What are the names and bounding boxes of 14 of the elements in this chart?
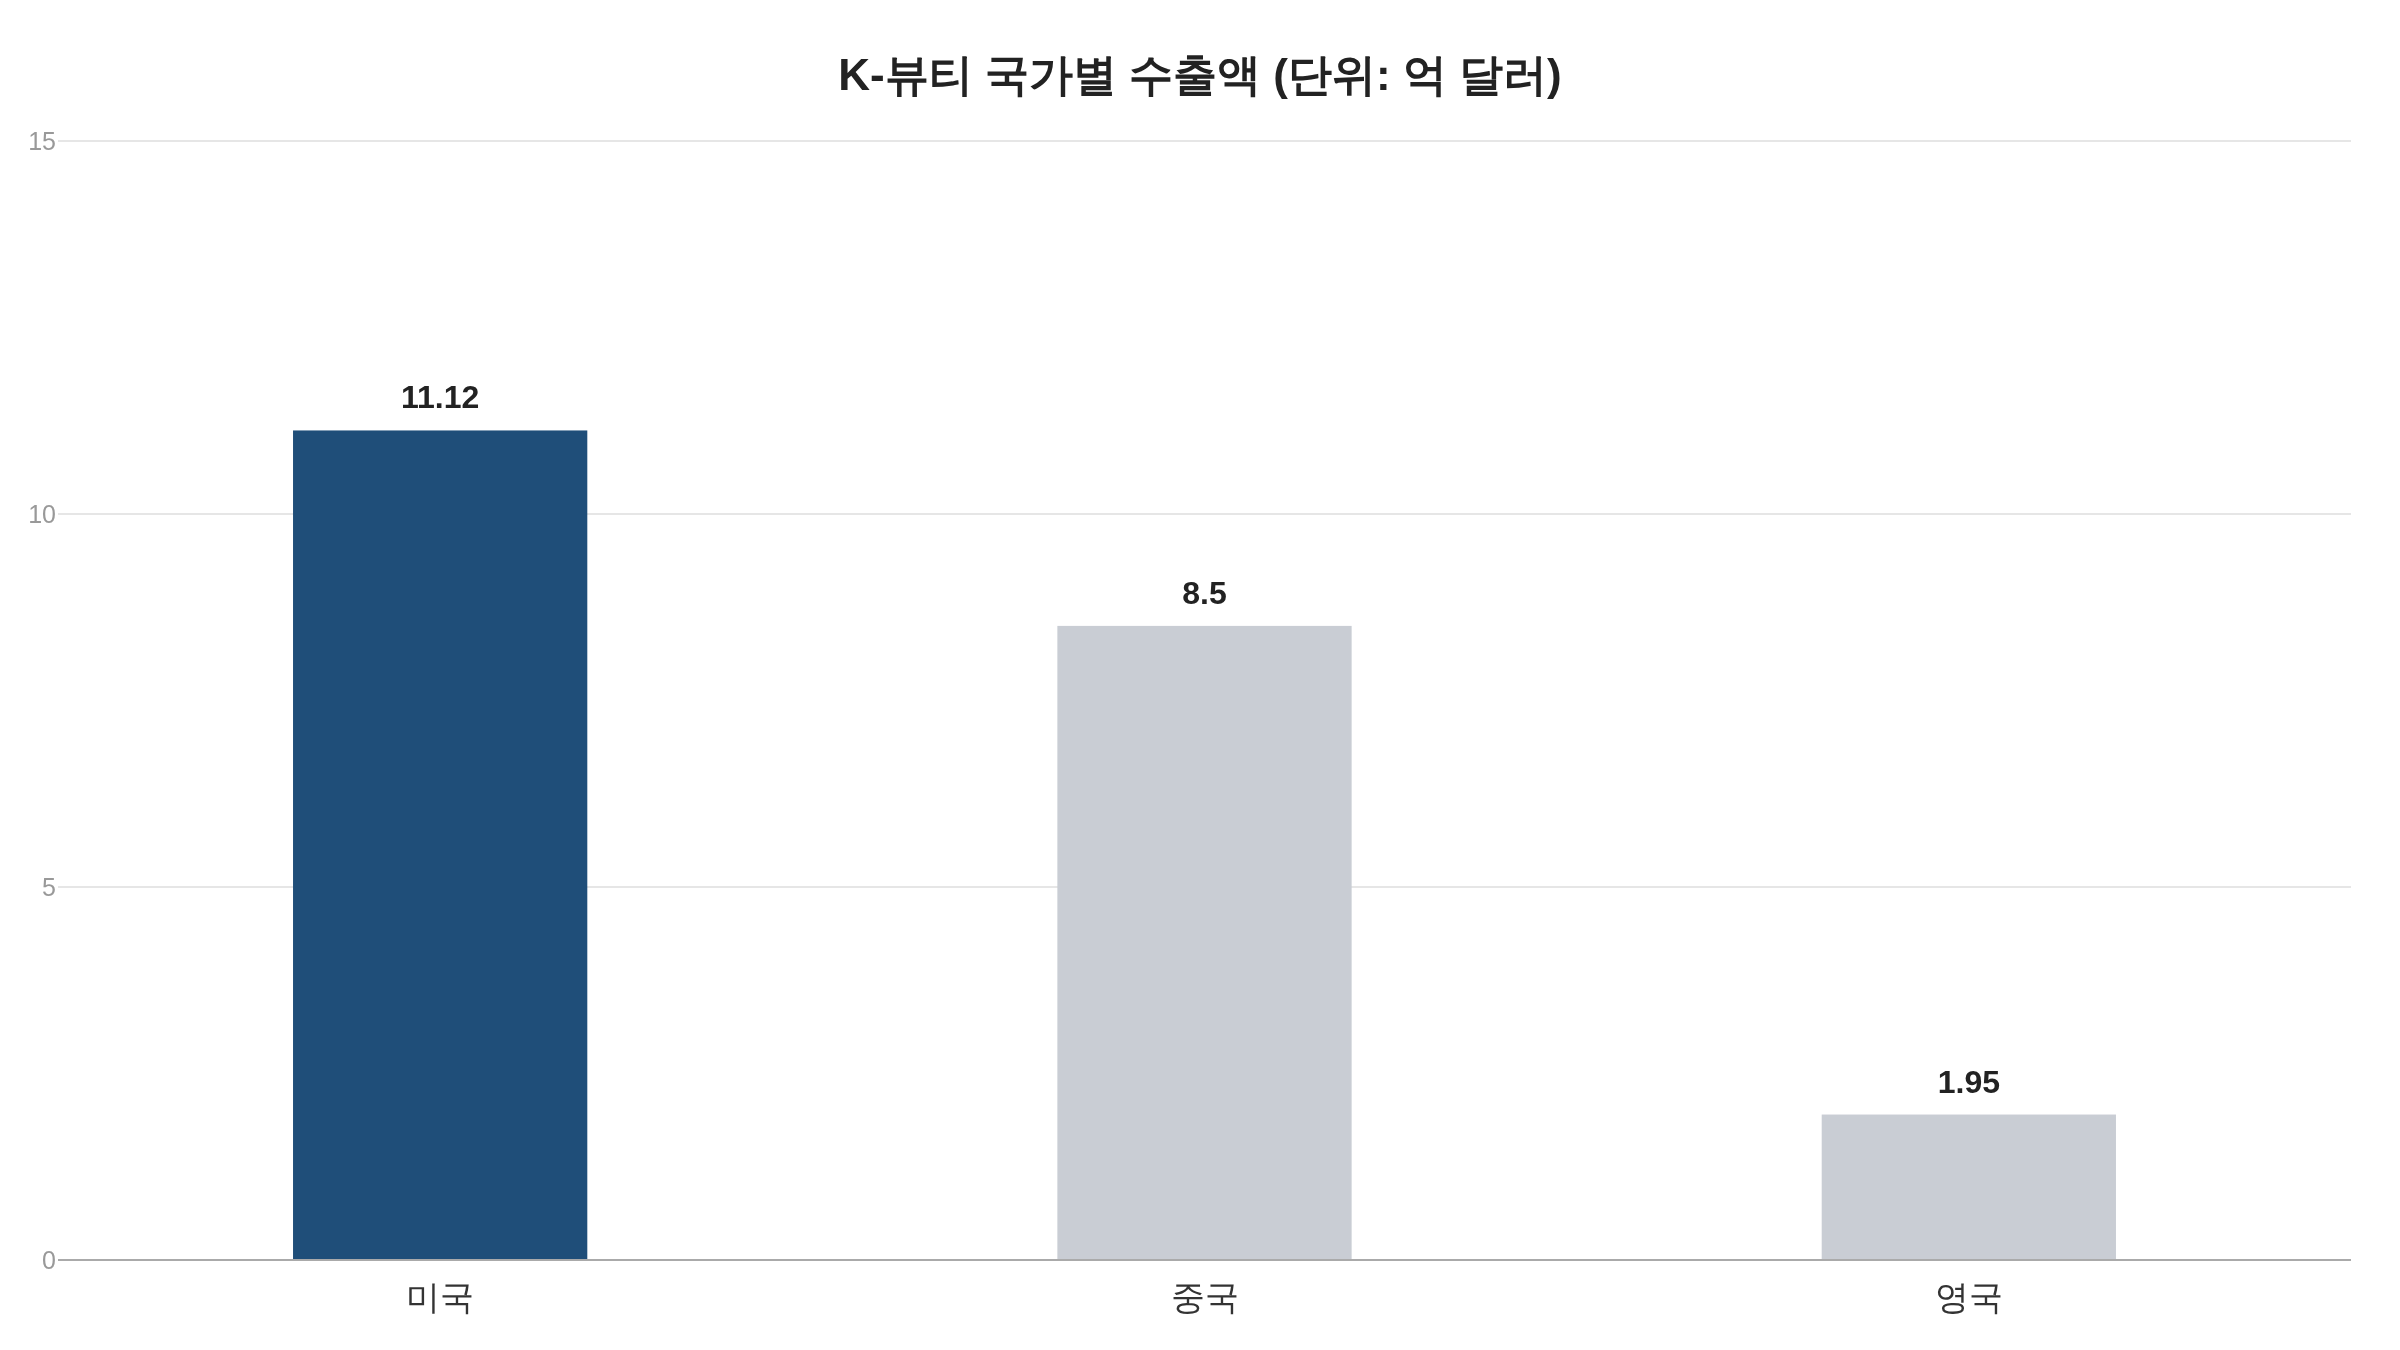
data-label: 11.12 (401, 379, 480, 416)
y-tick-label: 0 (42, 1246, 56, 1274)
x-tick-label: 영국 (1934, 1278, 2003, 1316)
y-tick-label: 5 (42, 873, 56, 901)
y-tick-label: 15 (28, 127, 56, 155)
data-label: 8.5 (1182, 574, 1227, 611)
bar (1821, 1114, 2116, 1260)
y-tick-label: 10 (28, 500, 56, 528)
x-tick-label: 중국 (1170, 1278, 1239, 1316)
data-label: 1.95 (1937, 1063, 2000, 1100)
bar (1057, 625, 1352, 1260)
chart-title: K-뷰티 국가별 수출액 (단위: 억 달러) (838, 50, 1562, 99)
x-tick-label: 미국 (406, 1278, 475, 1316)
bar (293, 430, 588, 1260)
